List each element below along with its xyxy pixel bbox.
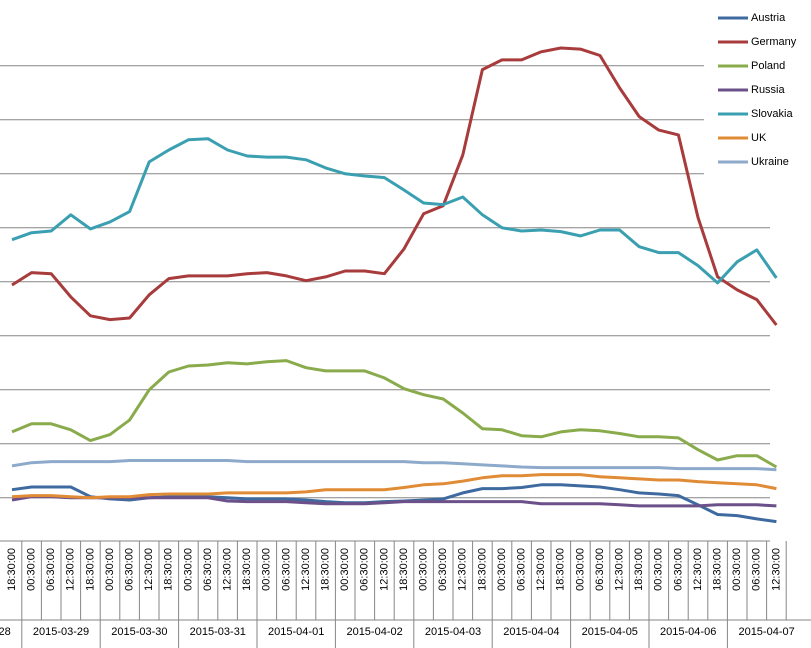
date-label: 2015-03-29 (33, 626, 89, 638)
x-tick-label: 12:30:00 (222, 548, 234, 591)
x-tick-label: 12:30:00 (65, 548, 77, 591)
x-tick-label: 18:30:00 (633, 548, 645, 591)
date-label: 2015-04-07 (738, 626, 794, 638)
x-tick-label: 00:30:00 (418, 548, 430, 591)
date-label: 2015-03-30 (111, 626, 167, 638)
x-tick-label: 12:30:00 (614, 548, 626, 591)
x-tick-label: 18:30:00 (476, 548, 488, 591)
x-tick-label: 18:30:00 (163, 548, 175, 591)
legend-label: Poland (751, 60, 785, 72)
legend-label: UK (751, 132, 767, 144)
x-tick-label: 00:30:00 (574, 548, 586, 591)
x-tick-label: 12:30:00 (300, 548, 312, 591)
legend-label: Slovakia (751, 108, 793, 120)
series-line (11, 46, 778, 326)
legend-label: Russia (751, 84, 786, 96)
x-tick-label: 00:30:00 (496, 548, 508, 591)
x-tick-label: 06:30:00 (124, 548, 136, 591)
date-label: 2015-04-03 (425, 626, 481, 638)
x-tick-label: 18:30:00 (555, 548, 567, 591)
x-tick-label: 06:30:00 (751, 548, 763, 591)
x-tick-label: 00:30:00 (26, 548, 38, 591)
x-tick-label: 06:30:00 (45, 548, 57, 591)
x-tick-label: 12:30:00 (535, 548, 547, 591)
x-tick-label: 06:30:00 (280, 548, 292, 591)
x-tick-label: 18:30:00 (241, 548, 253, 591)
x-tick-label: 18:30:00 (712, 548, 724, 591)
x-tick-label: 18:30:00 (398, 548, 410, 591)
date-label: 2015-04-02 (346, 626, 402, 638)
x-tick-label: 18:30:00 (84, 548, 96, 591)
x-tick-label: 00:30:00 (104, 548, 116, 591)
x-tick-label: 00:30:00 (339, 548, 351, 591)
x-tick-label: 06:30:00 (516, 548, 528, 591)
x-tick-label: 18:30:00 (6, 548, 18, 591)
series-line (11, 473, 777, 500)
x-tick-label: 00:30:00 (731, 548, 743, 591)
x-tick-label: 12:30:00 (378, 548, 390, 591)
date-label: 2015-03-31 (190, 626, 246, 638)
date-label: 2015-03-28 (0, 626, 11, 638)
x-tick-label: 12:30:00 (457, 548, 469, 591)
x-tick-label: 00:30:00 (261, 548, 273, 591)
series-line (11, 137, 778, 285)
legend-label: Ukraine (751, 156, 789, 168)
date-label: 2015-04-01 (268, 626, 324, 638)
x-tick-label: 18:30:00 (320, 548, 332, 591)
legend: Austria Germany Poland Russia Slovakia UK Ukra… (704, 4, 811, 176)
x-tick-label: 06:30:00 (437, 548, 449, 591)
x-tick-label: 06:30:00 (672, 548, 684, 591)
series-line (11, 359, 778, 469)
x-tick-label: 06:30:00 (594, 548, 606, 591)
legend-label: Austria (751, 12, 786, 24)
series-line (11, 495, 777, 508)
x-tick-label: 00:30:00 (653, 548, 665, 591)
x-tick-label: 12:30:00 (770, 548, 782, 591)
series-line (11, 459, 777, 472)
x-tick-label: 12:30:00 (692, 548, 704, 591)
x-tick-label: 06:30:00 (359, 548, 371, 591)
x-tick-label: 06:30:00 (202, 548, 214, 591)
x-tick-label: 00:30:00 (182, 548, 194, 591)
date-label: 2015-04-04 (503, 626, 559, 638)
date-label: 2015-04-05 (582, 626, 638, 638)
legend-label: Germany (751, 36, 797, 48)
date-label: 2015-04-06 (660, 626, 716, 638)
x-tick-label: 12:30:00 (143, 548, 155, 591)
